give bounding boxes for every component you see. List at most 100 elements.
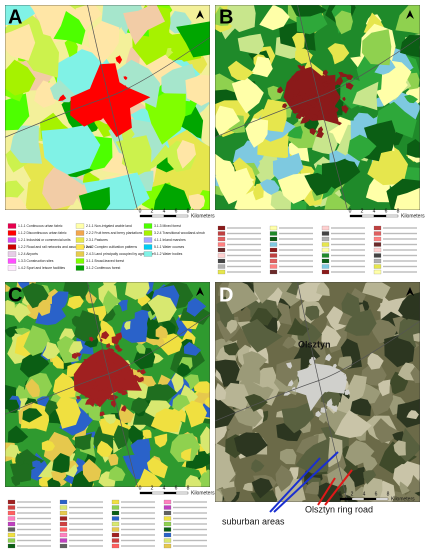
road: [5, 36, 210, 138]
urban-patch: [308, 392, 314, 396]
legend-swatch: [75, 251, 85, 257]
land-patch: [215, 6, 231, 26]
legend-swatch: [7, 505, 16, 510]
land-patch: [130, 438, 151, 459]
land-patch: [226, 319, 238, 334]
legend-swatch: [217, 253, 226, 258]
legend-swatch: [269, 258, 278, 264]
arrow: [317, 477, 336, 506]
urban-patch: [96, 101, 104, 108]
scale-segment: [163, 491, 177, 495]
map: [5, 282, 210, 487]
land-patch: [10, 462, 32, 483]
urban-patch: [314, 384, 325, 393]
land-patch: [73, 310, 102, 342]
land-patch: [19, 351, 50, 378]
legend-swatch: [75, 265, 85, 271]
land-patch: [41, 124, 101, 176]
urban-patch: [287, 379, 294, 387]
urban-patch: [300, 65, 306, 73]
road: [87, 282, 138, 487]
legend-swatch: [111, 527, 120, 532]
urban-patch: [332, 363, 337, 368]
scale-segment: [175, 491, 189, 495]
land-patch: [53, 11, 86, 45]
land-patch: [379, 441, 417, 474]
legend-text-placeholder: [331, 260, 365, 262]
scale-label: 0: [349, 208, 352, 214]
land-patch: [125, 282, 150, 300]
land-patch: [15, 453, 25, 467]
urban-patch: [122, 85, 127, 90]
legend-swatch: [269, 231, 278, 236]
land-patch: [78, 187, 111, 210]
land-patch: [177, 362, 191, 377]
urban-patch: [323, 91, 333, 99]
land-patch: [123, 5, 165, 45]
legend-swatch: [321, 264, 330, 269]
urban-patch: [98, 377, 102, 383]
land-patch: [36, 299, 51, 316]
legend-text-placeholder: [17, 545, 51, 547]
legend-label: 2.1.1 Non-irrigated arable land: [86, 224, 132, 228]
land-patch: [242, 482, 253, 492]
scale-label: 0: [339, 491, 342, 497]
legend-swatch: [321, 258, 330, 264]
land-patch: [305, 305, 320, 321]
legend-text-placeholder: [331, 271, 365, 273]
legend-swatch: [75, 237, 85, 243]
urban-patch: [58, 94, 67, 102]
legend-swatch: [269, 242, 278, 247]
land-patch: [393, 440, 406, 456]
urban-patch: [316, 110, 324, 117]
land-patch: [352, 81, 379, 111]
urban-patch: [111, 336, 120, 346]
legend-text-placeholder: [17, 501, 51, 503]
legend-text-placeholder: [121, 501, 155, 503]
land-patch: [170, 433, 201, 463]
legend-label: 2.3.1 Pastures: [86, 238, 108, 242]
legend-text-placeholder: [173, 506, 207, 509]
land-patch: [304, 481, 319, 495]
land-patch: [67, 295, 84, 310]
arrow: [269, 457, 321, 513]
scale-label: 8: [187, 208, 190, 214]
land-patch: [363, 470, 377, 485]
legend-swatch: [7, 538, 16, 543]
scale-label: 4: [163, 485, 166, 491]
legend-swatch: [143, 223, 153, 229]
legend-swatch: [163, 499, 172, 505]
legend-swatch: [7, 265, 17, 271]
legend-text-placeholder: [331, 265, 365, 268]
urban-patch: [109, 394, 119, 401]
land-patch: [398, 292, 420, 320]
land-patch: [32, 460, 42, 468]
legend-text-placeholder: [331, 249, 365, 251]
scale-unit: Kilometers: [191, 213, 215, 219]
scale-segment: [373, 214, 387, 218]
land-patch: [259, 155, 278, 176]
land-patch: [395, 5, 420, 35]
urban-patch: [106, 343, 111, 348]
legend-label: 1.1.1 Continuous urban fabric: [18, 224, 63, 228]
scale-segment: [175, 214, 189, 218]
legend-swatch: [143, 244, 153, 250]
legend-swatch: [269, 236, 278, 242]
urban-patch: [112, 356, 119, 365]
land-patch: [176, 140, 196, 169]
land-patch: [234, 432, 268, 458]
land-patch: [176, 21, 210, 58]
land-patch: [5, 300, 16, 316]
legend-label: 1.4.2 Sport and leisure facilities: [18, 266, 65, 270]
legend-text-placeholder: [121, 534, 155, 536]
urban-patch: [289, 98, 295, 105]
legend-text-placeholder: [69, 506, 103, 509]
legend-swatch: [59, 527, 68, 532]
land-patch: [188, 193, 205, 210]
legend-label: 1.3.3 Construction sites: [18, 259, 54, 263]
land-patch: [181, 448, 192, 461]
legend-swatch: [269, 269, 278, 275]
urban-patch: [97, 383, 104, 392]
land-patch: [223, 342, 240, 356]
road: [5, 313, 210, 415]
